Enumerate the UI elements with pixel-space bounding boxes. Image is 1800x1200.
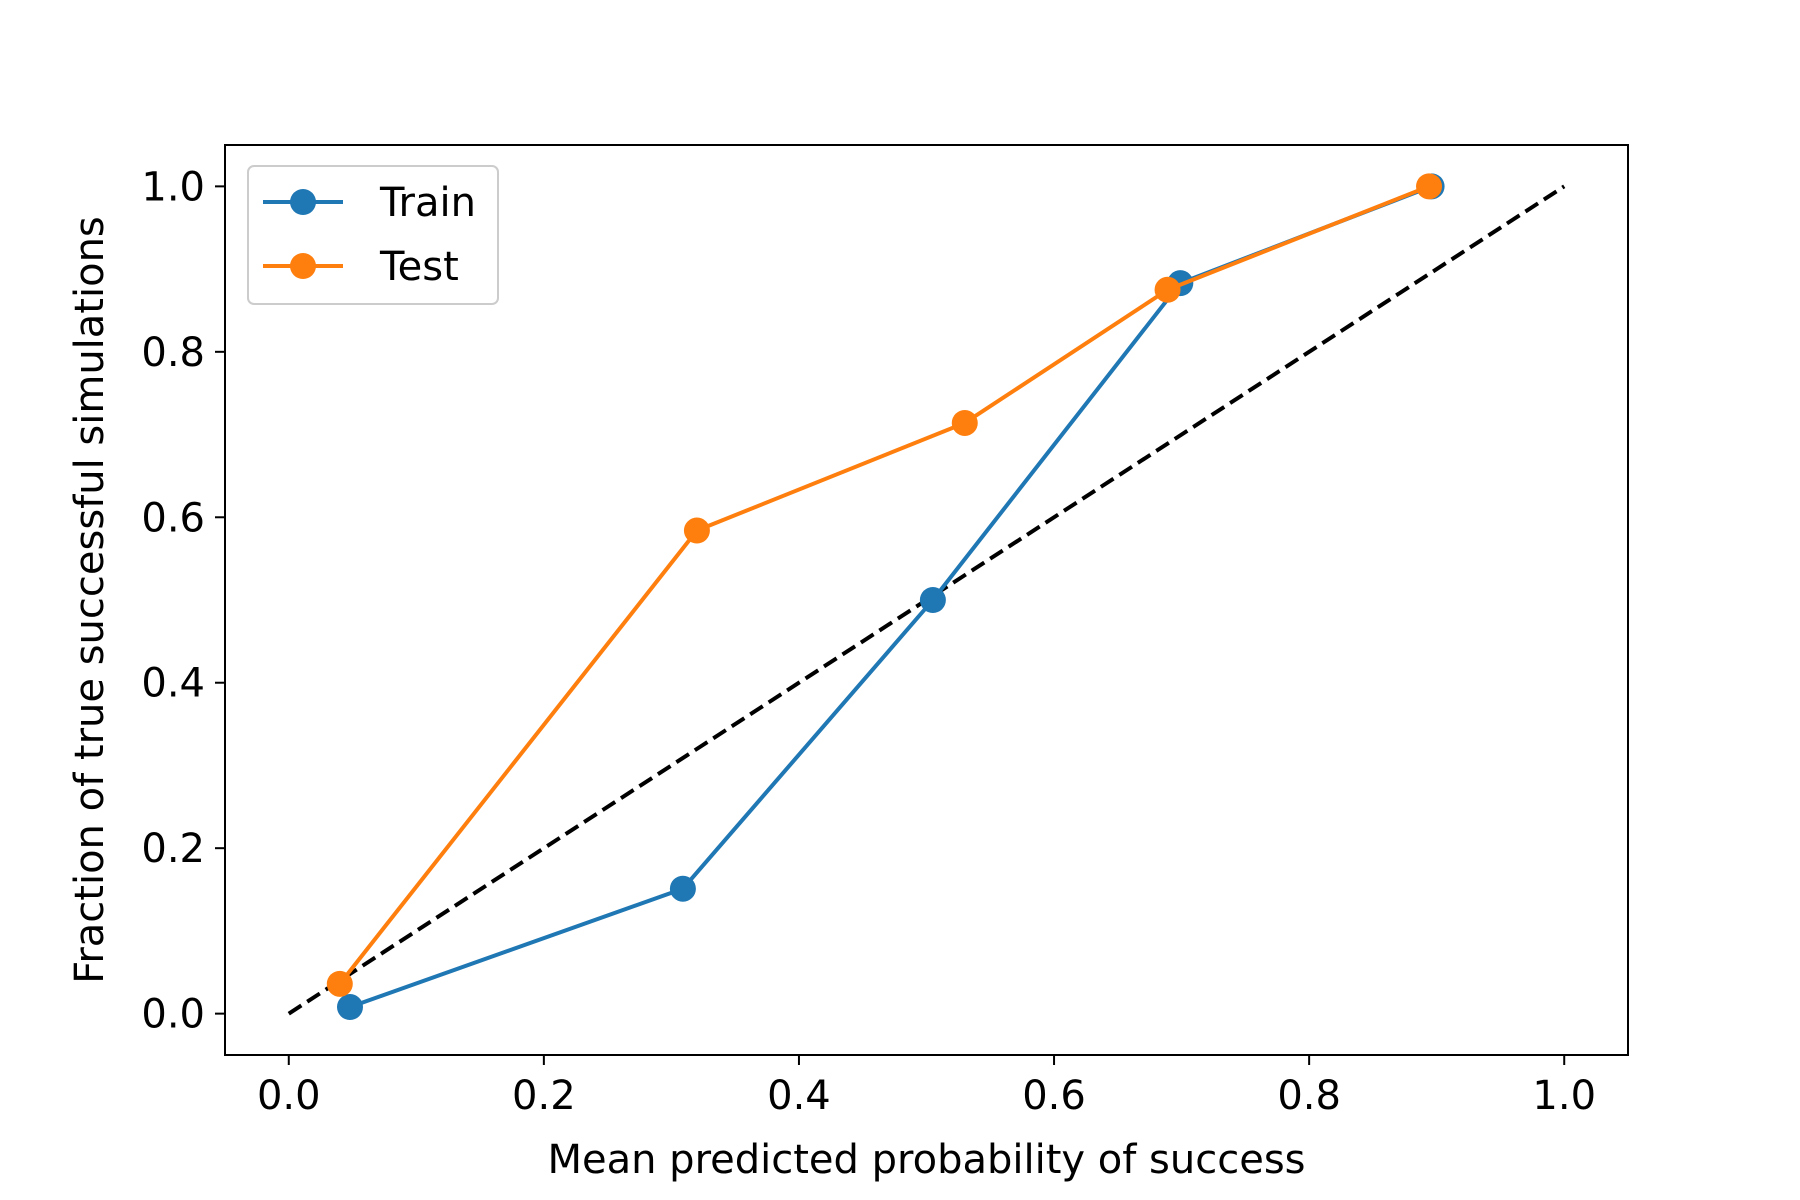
series-line-test — [338, 184, 1430, 986]
data-point-test — [1154, 276, 1181, 303]
y-tick-label: 0.2 — [141, 826, 205, 872]
data-point-train — [919, 587, 946, 613]
data-point-test — [326, 970, 353, 997]
series-line-train — [349, 184, 1433, 1009]
data-point-train — [336, 994, 363, 1021]
x-tick-label: 0.8 — [1277, 1073, 1341, 1119]
y-tick-label: 0.6 — [141, 495, 205, 541]
x-tick-label: 1.0 — [1532, 1073, 1596, 1119]
y-axis-title: Fraction of true successful simulations — [67, 216, 113, 984]
x-tick-label: 0.6 — [1022, 1073, 1086, 1119]
x-tick-label: 0.4 — [767, 1073, 831, 1119]
x-axis-title: Mean predicted probability of success — [547, 1137, 1305, 1183]
legend-marker-test — [290, 253, 316, 279]
y-tick-label: 0.4 — [141, 661, 205, 707]
data-point-test — [1416, 173, 1443, 200]
data-point-test — [683, 517, 710, 544]
data-point-test — [951, 409, 978, 436]
legend-label-test: Test — [379, 244, 459, 290]
axes: 0.0 0.2 0.4 0.6 0.8 1.0 0.0 0.2 0.4 0.6 0.8 1.0 Mean… — [67, 144, 1629, 1183]
y-tick-label: 1.0 — [141, 164, 205, 210]
y-tick-label: 0.8 — [141, 330, 205, 376]
plot-area — [287, 173, 1566, 1021]
x-tick-label: 0.0 — [257, 1073, 321, 1119]
axes-frame — [224, 144, 1629, 1056]
x-tick-label: 0.2 — [512, 1073, 576, 1119]
legend: Train Test — [247, 165, 499, 305]
y-tick-label: 0.0 — [141, 992, 205, 1038]
data-point-train — [669, 875, 696, 902]
legend-marker-train — [290, 189, 316, 215]
legend-label-train: Train — [379, 180, 476, 226]
